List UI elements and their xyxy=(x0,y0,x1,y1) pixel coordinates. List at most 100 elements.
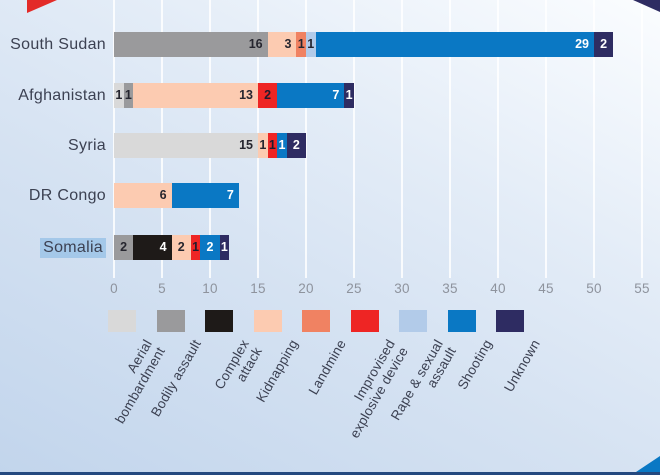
bar-segment: 2 xyxy=(257,83,278,108)
gridline xyxy=(401,0,403,278)
x-tick-label: 20 xyxy=(298,281,314,296)
gridline xyxy=(593,0,595,278)
segment-value: 1 xyxy=(259,138,267,153)
x-tick-label: 10 xyxy=(202,281,218,296)
bar-row: Afghanistan 1 1 13 2 7 1 xyxy=(0,83,660,108)
bar-segments: 1 1 13 2 7 1 xyxy=(114,83,354,108)
legend-item: Landmine xyxy=(302,310,349,397)
segment-value: 1 xyxy=(115,88,123,103)
bottom-edge-bar xyxy=(0,472,660,475)
legend-item: Bodily assault xyxy=(147,310,203,419)
legend-swatch xyxy=(399,310,427,332)
country-label-highlight: Somalia xyxy=(40,238,106,258)
segment-value: 16 xyxy=(248,37,263,52)
x-tick-label: 25 xyxy=(346,281,362,296)
x-tick-label: 35 xyxy=(442,281,458,296)
gridline xyxy=(497,0,499,278)
bar-segment: 3 xyxy=(267,32,297,57)
segment-value: 7 xyxy=(226,188,234,203)
bar-row: South Sudan 16 3 1 1 29 2 xyxy=(0,32,660,57)
bar-row: DR Congo 6 7 xyxy=(0,183,660,208)
legend-item: Kidnapping xyxy=(253,310,300,405)
segment-value: 1 xyxy=(307,37,315,52)
legend-item: Aerial bombardment xyxy=(108,310,168,426)
bar-segment: 1 xyxy=(123,83,134,108)
gridline xyxy=(545,0,547,278)
segment-value: 29 xyxy=(575,37,589,52)
legend-swatch xyxy=(496,310,524,332)
bar-segment: 1 xyxy=(258,133,268,158)
bar-segment: 15 xyxy=(114,133,258,158)
bar-segment: 2 xyxy=(286,133,306,158)
country-label: Somalia xyxy=(0,235,106,260)
segment-value: 2 xyxy=(600,37,608,52)
legend-swatch xyxy=(253,310,282,332)
country-label: South Sudan xyxy=(10,36,106,53)
bar-segment: 2 xyxy=(171,235,191,260)
bar-segment: 13 xyxy=(133,83,258,108)
legend-item: Rape & sexual assault xyxy=(388,310,459,423)
bar-segment: 2 xyxy=(593,32,614,57)
gridline xyxy=(305,0,307,278)
segment-value: 1 xyxy=(297,37,305,52)
bar-segment: 2 xyxy=(114,235,134,260)
legend-swatch xyxy=(302,310,330,332)
bar-segment: 1 xyxy=(190,235,201,260)
legend-item: Shooting xyxy=(447,310,494,392)
segment-value: 2 xyxy=(264,88,272,103)
segment-value: 4 xyxy=(159,240,167,255)
bar-row: Syria 15 1 1 1 2 xyxy=(0,133,660,158)
segment-value: 6 xyxy=(159,188,167,203)
x-tick-label: 15 xyxy=(250,281,266,296)
segment-value: 1 xyxy=(268,138,276,153)
bar-segment: 1 xyxy=(277,133,287,158)
corner-triangle-blue xyxy=(636,456,660,472)
segment-value: 1 xyxy=(345,88,353,103)
bar-segment: 7 xyxy=(171,183,239,208)
legend-item: Unknown xyxy=(496,310,543,394)
segment-value: 1 xyxy=(220,240,228,255)
bar-row: Somalia 2 4 2 1 2 1 xyxy=(0,235,660,260)
segment-value: 13 xyxy=(239,88,253,103)
segment-value: 15 xyxy=(239,138,253,153)
bar-segment: 29 xyxy=(315,32,594,57)
segment-value: 2 xyxy=(177,240,185,255)
bar-segments: 15 1 1 1 2 xyxy=(114,133,306,158)
country-label: DR Congo xyxy=(28,187,106,204)
segment-value: 1 xyxy=(124,88,132,103)
country-label: Syria xyxy=(68,137,106,154)
bar-segment: 1 xyxy=(344,83,354,108)
bar-segment: 1 xyxy=(305,32,316,57)
legend-swatch xyxy=(447,310,476,332)
bar-segment: 1 xyxy=(219,235,230,260)
bar-segment: 4 xyxy=(133,235,172,260)
gridline xyxy=(449,0,451,278)
segment-value: 2 xyxy=(120,240,128,255)
x-tick-label: 55 xyxy=(634,281,650,296)
gridline xyxy=(353,0,355,278)
legend-swatch xyxy=(350,310,379,332)
legend-swatch xyxy=(108,310,136,332)
segment-value: 1 xyxy=(192,240,200,255)
gridline xyxy=(641,0,643,278)
bar-segment: 1 xyxy=(296,32,306,57)
legend-swatch xyxy=(156,310,185,332)
segment-value: 2 xyxy=(206,240,214,255)
segment-value: 2 xyxy=(292,138,300,153)
bar-segment: 1 xyxy=(114,83,124,108)
segment-value: 7 xyxy=(332,88,340,103)
x-tick-label: 45 xyxy=(538,281,554,296)
corner-triangle-navy xyxy=(633,0,660,12)
bar-segment: 7 xyxy=(277,83,345,108)
legend-label: Unknown xyxy=(501,337,543,395)
x-tick-label: 30 xyxy=(394,281,410,296)
bar-segment: 1 xyxy=(267,133,278,158)
bar-segments: 16 3 1 1 29 2 xyxy=(114,32,614,57)
bar-segment: 6 xyxy=(114,183,172,208)
segment-value: 1 xyxy=(278,138,286,153)
x-tick-label: 0 xyxy=(110,281,118,296)
country-label: Afghanistan xyxy=(18,87,106,104)
